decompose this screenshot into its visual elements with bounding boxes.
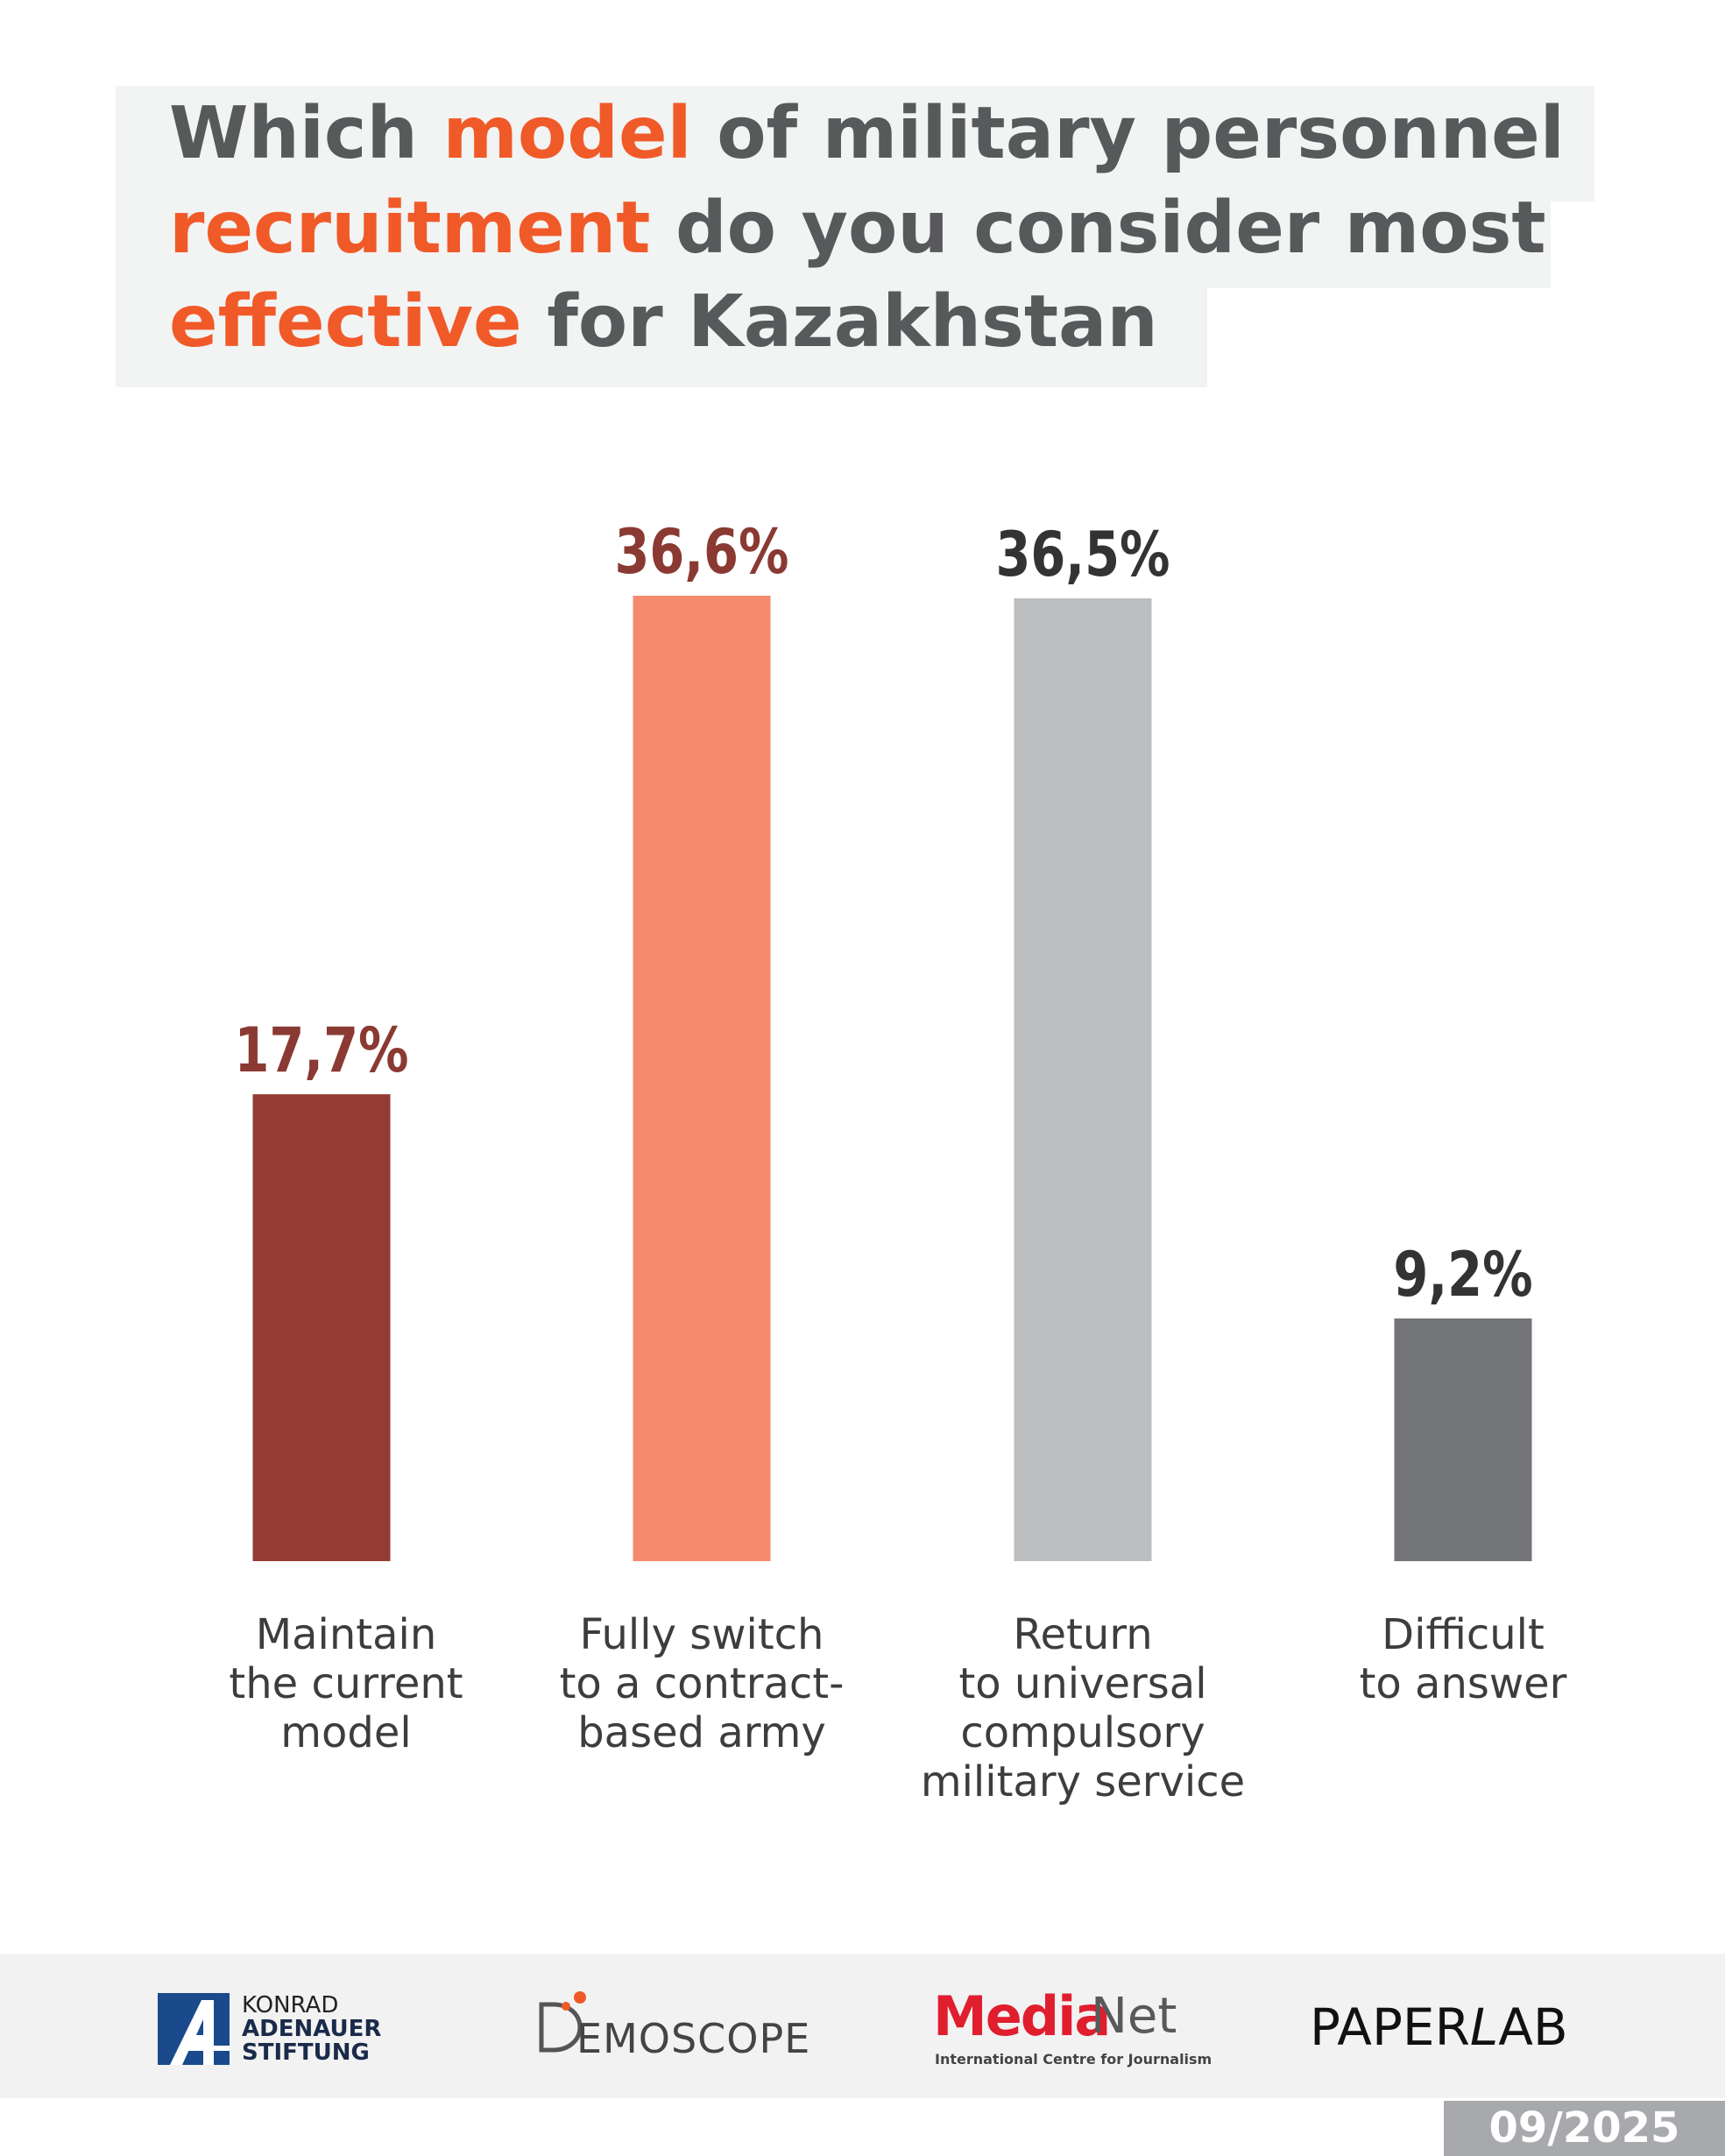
demoscope-icon — [539, 1991, 586, 2053]
category-label-line: compulsory — [960, 1708, 1205, 1757]
category-label-2: Return to universal compulsory military … — [908, 1610, 1258, 1806]
title-text: Which — [169, 92, 443, 175]
value-label-0: 17,7% — [234, 1016, 408, 1087]
category-label-line: military service — [920, 1757, 1246, 1806]
demoscope-logo: EMOSCOPE — [534, 1987, 815, 2075]
title-text: do you consider most — [650, 187, 1546, 270]
title-line-3: effective for Kazakhstan — [169, 286, 1158, 358]
demoscope-text: EMOSCOPE — [576, 2015, 811, 2062]
title-band-3 — [116, 285, 1207, 387]
paperlab-logo: PAPERLAB — [1310, 1997, 1590, 2059]
medianet-logo: Media Net International Centre for Journ… — [933, 1984, 1212, 2081]
category-label-line: to a contract- — [559, 1659, 845, 1708]
title-text: for Kazakhstan — [521, 280, 1158, 364]
value-label-3: 9,2% — [1393, 1241, 1532, 1311]
value-label-2: 36,5% — [995, 520, 1170, 591]
category-label-0: Maintain the current model — [171, 1610, 521, 1757]
title-band-2 — [116, 197, 1551, 288]
title-accent: effective — [169, 280, 522, 364]
footer-logos: KONRAD ADENAUER STIFTUNG EMOSCOPE Media … — [0, 1954, 1725, 2098]
kas-line-3: STIFTUNG — [242, 2039, 370, 2066]
title-line-1: Which model of military personnel — [169, 98, 1565, 170]
paperlab-ab: AB — [1498, 1997, 1568, 2057]
category-label-line: the current — [229, 1659, 463, 1708]
bar-0 — [252, 1094, 391, 1561]
title-line-2: recruitment do you consider most — [169, 193, 1546, 265]
category-label-line: based army — [577, 1708, 826, 1757]
category-label-line: to answer — [1359, 1659, 1567, 1708]
category-label-3: Difficult to answer — [1288, 1610, 1638, 1708]
title-accent: recruitment — [169, 187, 651, 270]
kas-logo: KONRAD ADENAUER STIFTUNG — [158, 1993, 403, 2068]
category-label-line: model — [280, 1708, 412, 1757]
category-label-1: Fully switch to a contract- based army — [527, 1610, 877, 1757]
kas-icon — [158, 1993, 230, 2065]
category-label-line: to universal — [958, 1659, 1207, 1708]
bar-chart: 17,7% 36,6% 36,5% 9,2% — [234, 518, 1533, 1561]
category-label-line: Maintain — [255, 1610, 437, 1659]
kas-line-2: ADENAUER — [242, 2016, 382, 2042]
category-label-line: Difficult — [1382, 1610, 1545, 1659]
bar-1 — [633, 596, 771, 1561]
category-label-line: Return — [1013, 1610, 1153, 1659]
value-label-1: 36,6% — [614, 518, 788, 589]
paperlab-l: L — [1469, 1997, 1499, 2057]
medianet-net: Net — [1091, 1988, 1177, 2045]
medianet-subtitle: International Centre for Journalism — [935, 2051, 1212, 2068]
title-band-1 — [116, 86, 1594, 201]
date-badge: 09/2025 — [1444, 2101, 1725, 2156]
title-accent: model — [442, 92, 692, 175]
category-label-line: Fully switch — [579, 1610, 824, 1659]
kas-line-1: KONRAD — [242, 1992, 339, 2018]
medianet-media: Media — [933, 1984, 1111, 2048]
bar-2 — [1014, 598, 1152, 1561]
paperlab-paper: PAPER — [1310, 1997, 1470, 2057]
bar-3 — [1394, 1318, 1532, 1561]
title-text: of military personnel — [691, 92, 1565, 175]
